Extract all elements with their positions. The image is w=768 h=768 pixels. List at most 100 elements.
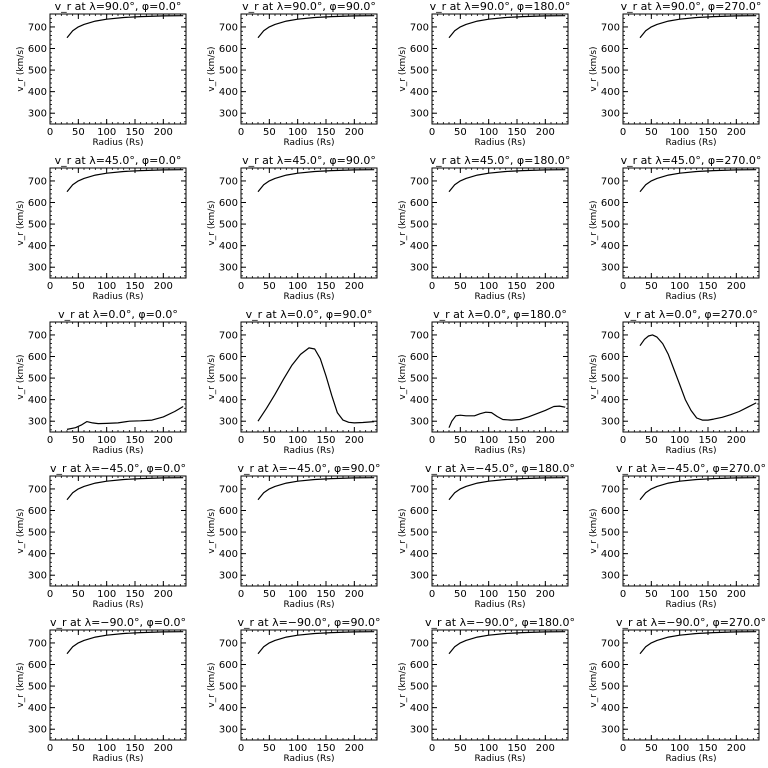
x-axis-label: Radius (Rs) — [474, 446, 525, 456]
y-tick-label: 400 — [601, 87, 620, 98]
x-tick-label: 0 — [238, 743, 244, 754]
y-tick-label: 300 — [28, 725, 47, 736]
y-axis-label: v_r (km/s) — [16, 46, 26, 91]
x-tick-label: 150 — [698, 435, 717, 446]
plot-frame — [431, 629, 569, 741]
y-tick-label: 300 — [219, 725, 238, 736]
series-line — [257, 15, 375, 39]
y-tick-label: 500 — [28, 220, 47, 231]
y-tick-label: 300 — [28, 109, 47, 120]
y-axis-label: v_r (km/s) — [16, 508, 26, 553]
y-tick-label: 600 — [601, 660, 620, 671]
panel-title: v_r at λ=45.0°, φ=270.0° — [621, 154, 762, 167]
y-tick-label: 400 — [601, 395, 620, 406]
y-tick-label: 700 — [410, 22, 429, 33]
series-line — [257, 631, 375, 655]
y-tick-label: 300 — [219, 109, 238, 120]
x-tick-label: 200 — [154, 589, 173, 600]
x-tick-label: 0 — [238, 589, 244, 600]
y-tick-label: 600 — [601, 352, 620, 363]
y-tick-label: 700 — [28, 176, 47, 187]
x-tick-label: 200 — [345, 127, 364, 138]
x-tick-label: 50 — [263, 127, 276, 138]
y-tick-label: 400 — [28, 241, 47, 252]
x-axis-label: Radius (Rs) — [474, 138, 525, 148]
plot-frame — [240, 13, 378, 125]
y-tick-label: 500 — [601, 220, 620, 231]
x-axis-label: Radius (Rs) — [283, 138, 334, 148]
x-tick-label: 200 — [345, 435, 364, 446]
y-tick-label: 400 — [28, 703, 47, 714]
series-line — [639, 169, 757, 193]
y-tick-label: 700 — [28, 484, 47, 495]
x-axis-label: Radius (Rs) — [283, 446, 334, 456]
y-tick-label: 600 — [28, 198, 47, 209]
y-axis-label: v_r (km/s) — [16, 200, 26, 245]
y-tick-label: 600 — [410, 198, 429, 209]
y-tick-label: 300 — [28, 417, 47, 428]
x-tick-label: 150 — [698, 127, 717, 138]
x-tick-label: 200 — [727, 281, 746, 292]
y-tick-label: 600 — [28, 44, 47, 55]
x-tick-label: 200 — [154, 127, 173, 138]
x-axis-label: Radius (Rs) — [474, 292, 525, 302]
x-tick-label: 150 — [125, 281, 144, 292]
x-tick-label: 0 — [238, 127, 244, 138]
y-axis-label: v_r (km/s) — [398, 662, 408, 707]
y-tick-label: 300 — [601, 417, 620, 428]
plot-frame — [240, 167, 378, 279]
y-axis-label: v_r (km/s) — [16, 662, 26, 707]
y-tick-label: 500 — [219, 66, 238, 77]
y-tick-label: 700 — [219, 22, 238, 33]
y-tick-label: 600 — [601, 506, 620, 517]
x-axis-label: Radius (Rs) — [283, 292, 334, 302]
x-tick-label: 150 — [507, 743, 526, 754]
x-tick-label: 150 — [125, 435, 144, 446]
x-tick-label: 0 — [620, 127, 626, 138]
y-tick-label: 400 — [219, 395, 238, 406]
x-axis-label: Radius (Rs) — [665, 600, 716, 610]
x-tick-label: 50 — [263, 743, 276, 754]
y-axis-label: v_r (km/s) — [207, 508, 217, 553]
x-axis-label: Radius (Rs) — [665, 446, 716, 456]
y-tick-label: 600 — [601, 198, 620, 209]
x-tick-label: 0 — [47, 589, 53, 600]
x-tick-label: 200 — [536, 281, 555, 292]
x-tick-label: 100 — [288, 435, 307, 446]
y-tick-label: 500 — [410, 66, 429, 77]
series-line — [639, 334, 757, 421]
x-tick-label: 50 — [645, 743, 658, 754]
series-line — [257, 169, 375, 193]
x-tick-label: 200 — [345, 281, 364, 292]
panel-title: v_r at λ=45.0°, φ=90.0° — [242, 154, 376, 167]
y-axis-label: v_r (km/s) — [207, 354, 217, 399]
x-tick-label: 50 — [454, 435, 467, 446]
y-axis-label: v_r (km/s) — [207, 662, 217, 707]
panel-title: v_r at λ=45.0°, φ=0.0° — [55, 154, 182, 167]
y-tick-label: 500 — [601, 66, 620, 77]
y-tick-label: 600 — [601, 44, 620, 55]
x-tick-label: 100 — [97, 743, 116, 754]
y-tick-label: 400 — [410, 87, 429, 98]
panel-title: v_r at λ=90.0°, φ=0.0° — [55, 0, 182, 13]
panel-title: v_r at λ=−90.0°, φ=0.0° — [50, 616, 186, 629]
x-tick-label: 0 — [429, 281, 435, 292]
y-axis-label: v_r (km/s) — [398, 46, 408, 91]
panel-title: v_r at λ=45.0°, φ=180.0° — [430, 154, 571, 167]
y-tick-label: 700 — [28, 638, 47, 649]
y-tick-label: 500 — [219, 374, 238, 385]
series-line — [639, 477, 757, 501]
panel-title: v_r at λ=−90.0°, φ=90.0° — [238, 616, 381, 629]
x-tick-label: 200 — [727, 127, 746, 138]
x-axis-label: Radius (Rs) — [474, 754, 525, 764]
panel-title: v_r at λ=−45.0°, φ=90.0° — [238, 462, 381, 475]
series-line — [66, 169, 184, 193]
x-tick-label: 200 — [536, 743, 555, 754]
x-axis-label: Radius (Rs) — [92, 600, 143, 610]
x-tick-label: 150 — [507, 589, 526, 600]
x-tick-label: 0 — [47, 281, 53, 292]
x-tick-label: 100 — [670, 435, 689, 446]
x-tick-label: 150 — [698, 281, 717, 292]
x-tick-label: 150 — [698, 743, 717, 754]
y-tick-label: 400 — [410, 549, 429, 560]
